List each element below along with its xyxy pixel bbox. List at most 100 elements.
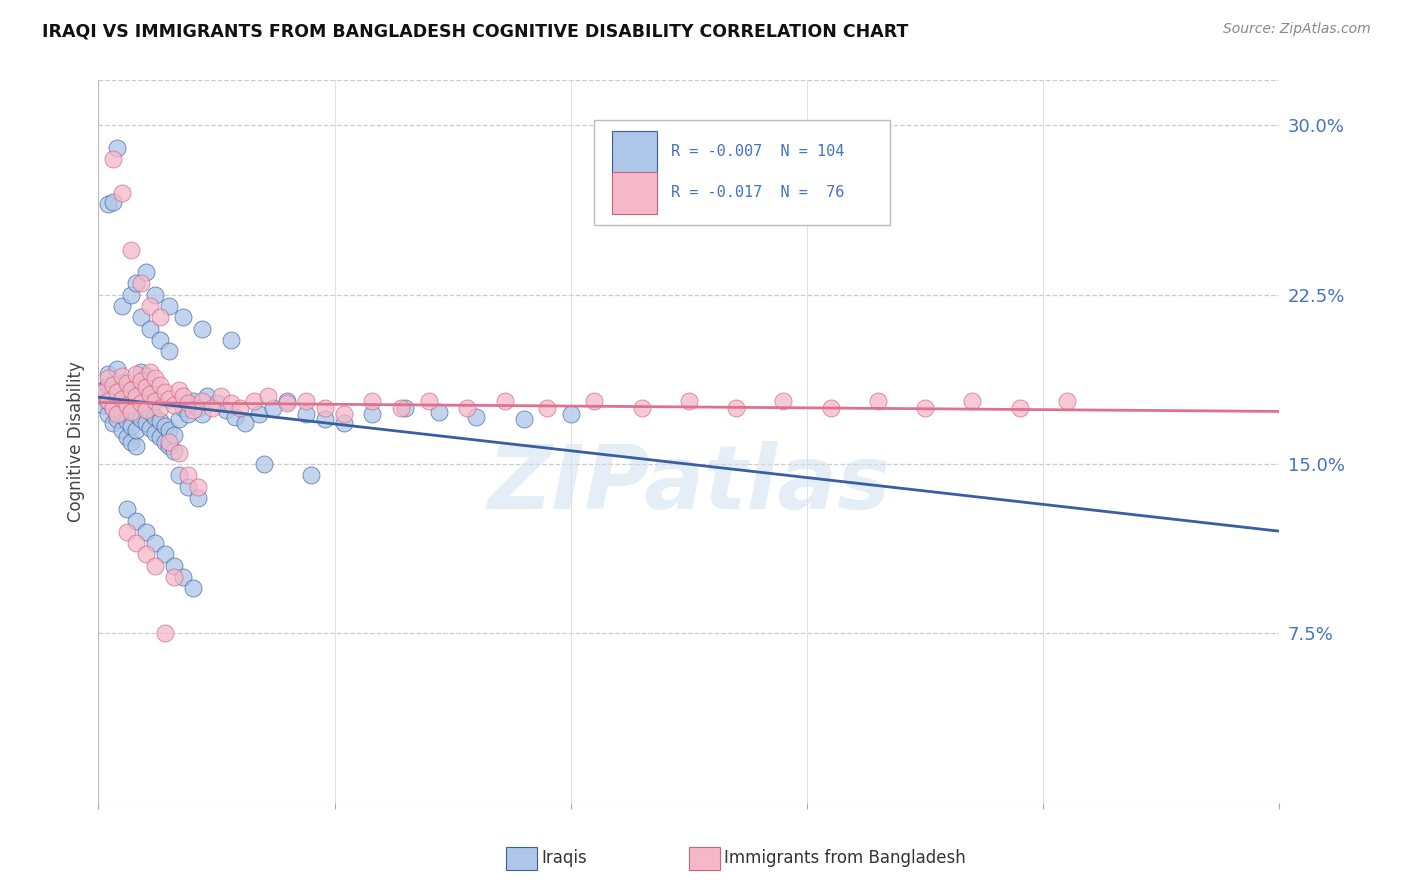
Point bbox=[187, 491, 209, 505]
Point bbox=[163, 558, 186, 573]
Point bbox=[167, 446, 190, 460]
Point bbox=[101, 153, 124, 167]
Point bbox=[191, 393, 214, 408]
Point bbox=[91, 383, 114, 397]
Point bbox=[153, 626, 176, 640]
Point bbox=[97, 393, 120, 408]
Point bbox=[143, 425, 166, 440]
Point bbox=[187, 480, 209, 494]
Bar bbox=[612, 131, 657, 173]
Point bbox=[129, 396, 152, 410]
Point bbox=[135, 265, 157, 279]
Point bbox=[115, 398, 138, 412]
Point bbox=[91, 389, 114, 403]
Point bbox=[129, 365, 152, 379]
Text: IRAQI VS IMMIGRANTS FROM BANGLADESH COGNITIVE DISABILITY CORRELATION CHART: IRAQI VS IMMIGRANTS FROM BANGLADESH COGN… bbox=[42, 22, 908, 40]
Point bbox=[101, 384, 124, 399]
Point bbox=[295, 408, 318, 422]
Point bbox=[121, 405, 143, 419]
Point bbox=[135, 384, 157, 399]
Point bbox=[209, 389, 232, 403]
Point bbox=[129, 310, 152, 325]
Point bbox=[143, 371, 166, 385]
Point bbox=[105, 408, 128, 422]
Point bbox=[115, 414, 138, 428]
Point bbox=[121, 387, 143, 401]
Point bbox=[135, 403, 157, 417]
Point bbox=[129, 380, 152, 394]
Point bbox=[157, 423, 180, 437]
Point bbox=[111, 376, 134, 390]
Point bbox=[153, 434, 176, 449]
Point bbox=[536, 401, 558, 415]
Point bbox=[143, 536, 166, 550]
Point bbox=[111, 408, 134, 422]
Point bbox=[177, 396, 200, 410]
Point bbox=[172, 389, 194, 403]
Point bbox=[105, 362, 128, 376]
Point bbox=[121, 403, 143, 417]
Point bbox=[139, 321, 162, 335]
Point bbox=[97, 197, 120, 211]
Point bbox=[181, 403, 204, 417]
Point bbox=[149, 430, 172, 444]
Point bbox=[97, 378, 120, 392]
Point bbox=[125, 514, 148, 528]
Point bbox=[105, 412, 128, 426]
Point bbox=[678, 393, 700, 408]
Text: Immigrants from Bangladesh: Immigrants from Bangladesh bbox=[724, 849, 966, 867]
Point bbox=[125, 389, 148, 403]
Point bbox=[111, 423, 134, 437]
Point bbox=[456, 401, 478, 415]
Point bbox=[143, 558, 166, 573]
Point bbox=[1008, 401, 1031, 415]
Point bbox=[167, 383, 190, 397]
Point bbox=[91, 398, 114, 412]
Point bbox=[215, 403, 238, 417]
Point bbox=[101, 401, 124, 415]
Point bbox=[97, 367, 120, 381]
Point bbox=[262, 401, 284, 415]
Point bbox=[135, 548, 157, 562]
Point bbox=[253, 457, 276, 471]
Point bbox=[111, 186, 134, 201]
Point bbox=[121, 418, 143, 433]
Point bbox=[135, 369, 157, 384]
Point bbox=[129, 374, 152, 388]
Point bbox=[121, 287, 143, 301]
Point bbox=[115, 502, 138, 516]
Point bbox=[143, 287, 166, 301]
Point bbox=[115, 398, 138, 412]
Point bbox=[465, 409, 488, 424]
Point bbox=[962, 393, 984, 408]
Point bbox=[149, 333, 172, 347]
Point bbox=[157, 344, 180, 359]
Point bbox=[630, 401, 652, 415]
Point bbox=[135, 401, 157, 415]
Point bbox=[177, 408, 200, 422]
Text: Source: ZipAtlas.com: Source: ZipAtlas.com bbox=[1223, 22, 1371, 37]
Point bbox=[172, 310, 194, 325]
Point bbox=[866, 393, 889, 408]
Text: R = -0.017  N =  76: R = -0.017 N = 76 bbox=[671, 186, 845, 201]
Point bbox=[163, 398, 186, 412]
Point bbox=[295, 393, 318, 408]
Point bbox=[191, 321, 214, 335]
Text: R = -0.007  N = 104: R = -0.007 N = 104 bbox=[671, 145, 845, 160]
Point bbox=[243, 393, 266, 408]
Point bbox=[820, 401, 842, 415]
Point bbox=[125, 439, 148, 453]
Point bbox=[153, 384, 176, 399]
Point bbox=[333, 417, 356, 431]
Point bbox=[163, 443, 186, 458]
Point bbox=[494, 393, 516, 408]
Point bbox=[167, 412, 190, 426]
Point bbox=[125, 367, 148, 381]
Point bbox=[97, 393, 120, 408]
Point bbox=[143, 393, 166, 408]
Point bbox=[101, 417, 124, 431]
Point bbox=[181, 582, 204, 596]
Point bbox=[389, 401, 412, 415]
Point bbox=[139, 389, 162, 403]
Point bbox=[143, 409, 166, 424]
